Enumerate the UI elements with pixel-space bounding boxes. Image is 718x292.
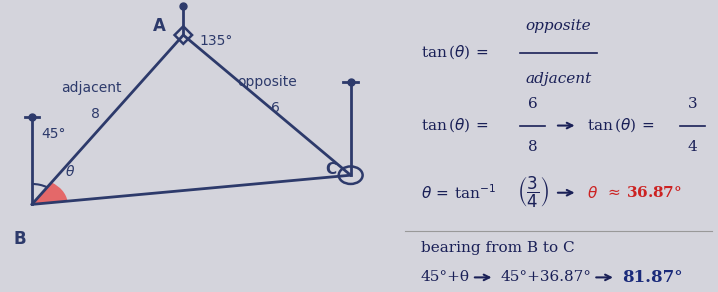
Text: 45°: 45° (42, 127, 66, 141)
Text: tan$\,$($\theta$)$\,=$: tan$\,$($\theta$)$\,=$ (421, 117, 488, 134)
Text: 8: 8 (528, 140, 538, 154)
Text: $\theta\,=\,$tan$^{-1}$: $\theta\,=\,$tan$^{-1}$ (421, 183, 495, 202)
Text: 6: 6 (271, 101, 279, 115)
Text: 135°: 135° (200, 34, 233, 48)
Text: tan$\,$($\theta$)$\,=$: tan$\,$($\theta$)$\,=$ (587, 117, 654, 134)
Text: adjacent: adjacent (62, 81, 122, 95)
Text: $\theta$: $\theta$ (587, 185, 598, 201)
Text: 8: 8 (91, 107, 100, 121)
Text: adjacent: adjacent (525, 72, 592, 86)
Text: θ: θ (65, 165, 74, 179)
Text: $\approx\,$36.87°: $\approx\,$36.87° (605, 185, 681, 200)
Text: 81.87°: 81.87° (622, 269, 683, 286)
Text: bearing from B to C: bearing from B to C (421, 241, 574, 255)
Text: 45°+36.87°: 45°+36.87° (500, 270, 592, 284)
Text: $\left(\dfrac{3}{4}\right)$: $\left(\dfrac{3}{4}\right)$ (517, 175, 549, 210)
Text: 45°+θ: 45°+θ (421, 270, 470, 284)
Text: opposite: opposite (237, 75, 297, 89)
Wedge shape (32, 182, 67, 204)
Text: opposite: opposite (526, 19, 591, 33)
Text: A: A (153, 17, 166, 35)
Text: 3: 3 (688, 97, 697, 111)
Text: 4: 4 (688, 140, 697, 154)
Text: tan$\,$($\theta$)$\,=$: tan$\,$($\theta$)$\,=$ (421, 44, 488, 61)
Text: C: C (325, 162, 336, 177)
Text: B: B (14, 230, 27, 248)
Text: 6: 6 (528, 97, 538, 111)
